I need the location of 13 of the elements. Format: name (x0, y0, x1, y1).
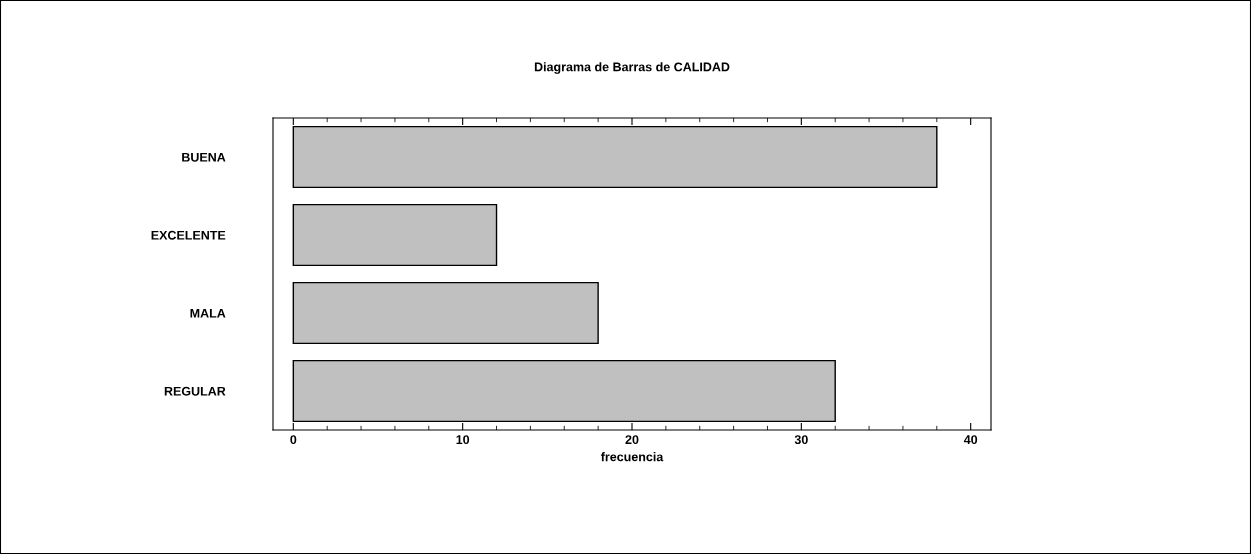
bar (292, 281, 599, 345)
x-tick-label: 30 (794, 435, 808, 445)
y-tick-label: EXCELENTE (151, 230, 226, 240)
x-tick-label: 10 (456, 435, 470, 445)
x-tick-label: 0 (290, 435, 297, 445)
x-tick-label: 20 (625, 435, 639, 445)
x-tick-label: 40 (963, 435, 978, 445)
chart-title: Diagrama de Barras de CALIDAD (534, 62, 730, 74)
bar (292, 203, 498, 267)
x-axis-title: frecuencia (600, 452, 664, 462)
y-tick-label: REGULAR (164, 386, 226, 396)
y-tick-label: BUENA (182, 152, 226, 162)
y-tick-label: MALA (190, 308, 226, 318)
